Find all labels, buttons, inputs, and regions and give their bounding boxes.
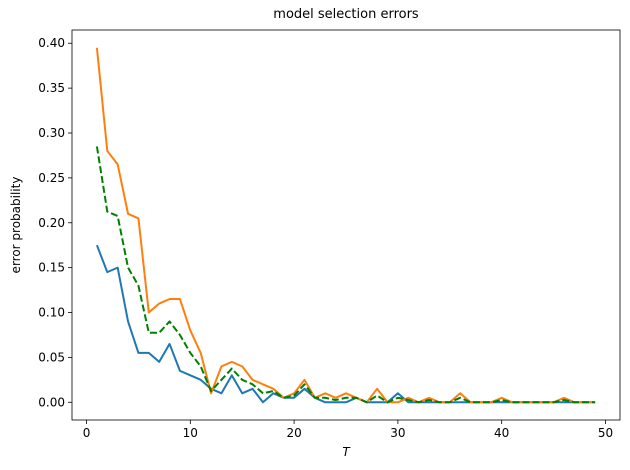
x-tick-label: 30 [390, 426, 405, 440]
y-tick-label: 0.30 [38, 126, 65, 140]
data-line [95, 47, 596, 404]
x-tick-label: 20 [286, 426, 301, 440]
y-axis-label: error probability [9, 177, 23, 274]
x-axis-label: T [342, 445, 351, 459]
y-tick-label: 0.35 [38, 81, 65, 95]
x-tick-label: 10 [183, 426, 198, 440]
x-tick-label: 40 [494, 426, 509, 440]
y-tick-label: 0.20 [38, 216, 65, 230]
x-tick-label: 50 [598, 426, 613, 440]
y-tick-label: 0.15 [38, 261, 65, 275]
y-tick-label: 0.25 [38, 171, 65, 185]
data-line [95, 146, 596, 404]
data-line [95, 244, 596, 404]
x-tick-label: 0 [83, 426, 91, 440]
plot-frame [71, 29, 621, 421]
y-tick-label: 0.00 [38, 395, 65, 409]
y-tick-label: 0.40 [38, 36, 65, 50]
y-tick-label: 0.05 [38, 350, 65, 364]
y-tick-label: 0.10 [38, 306, 65, 320]
chart-title: model selection errors [273, 7, 419, 22]
